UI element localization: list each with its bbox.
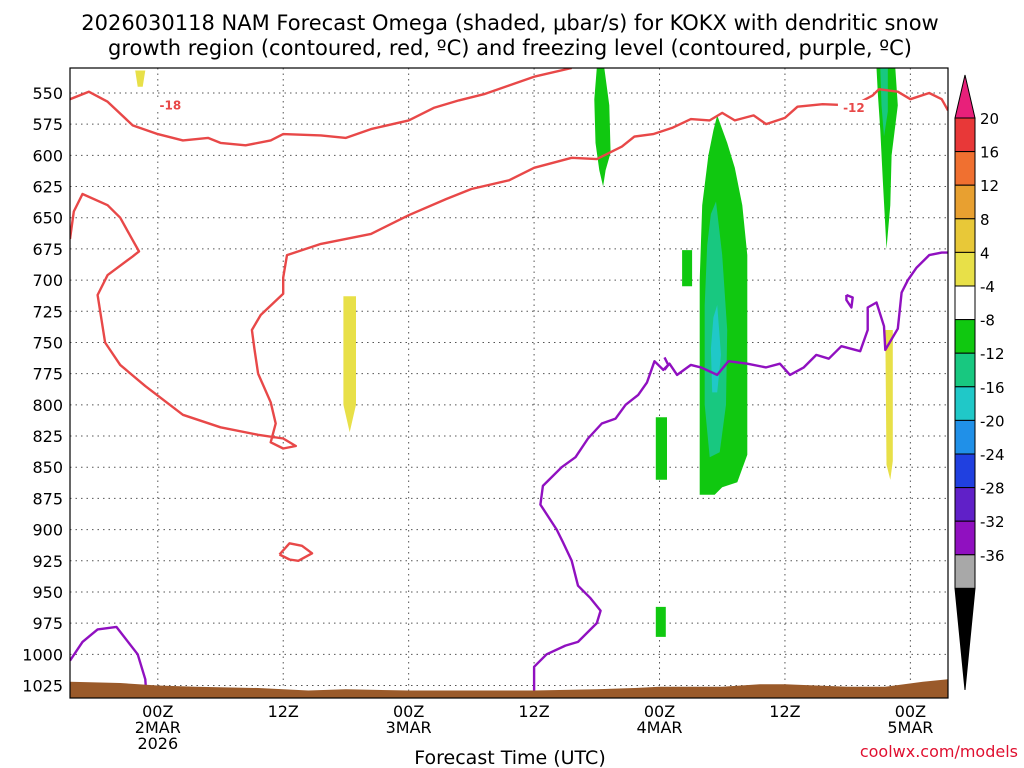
y-tick-label: 700 (32, 271, 63, 290)
y-tick-label: 850 (32, 458, 63, 477)
colorbar-tick-label: -4 (980, 278, 995, 296)
colorbar-swatch (954, 251, 976, 287)
colorbar-swatch (954, 419, 976, 455)
y-tick-label: 600 (32, 146, 63, 165)
contour-lines: -18 -12 (70, 68, 948, 698)
x-tick-label: 00Z (142, 702, 173, 721)
colorbar: 20 16 12 8 4 -4 -8 -12 -16 -20 -24 -28 -32 -36 (954, 74, 1005, 691)
colorbar-swatch (954, 487, 976, 522)
y-tick-label: 675 (32, 240, 63, 259)
shade-yellow-mid (343, 296, 356, 433)
plot-frame (69, 67, 949, 699)
y-tick-label: 550 (32, 84, 63, 103)
ground-layer (70, 679, 948, 698)
contour-dgz-12-upper (70, 87, 948, 450)
grid-lines (70, 68, 948, 698)
chart-title-line2: growth region (contoured, red, ºC) and f… (108, 36, 912, 60)
ground-fill (70, 679, 948, 698)
y-tick-label: 775 (32, 365, 63, 384)
contour-label-bg (837, 99, 870, 114)
y-tick-label: 975 (32, 614, 63, 633)
colorbar-tick-label: -20 (980, 412, 1005, 430)
x-tick-label: 12Z (268, 702, 299, 721)
colorbar-swatch (954, 117, 976, 153)
shade-cyan-main (710, 305, 721, 393)
y-tick-label: 800 (32, 396, 63, 415)
x-tick-label: 12Z (518, 702, 549, 721)
colorbar-tick-label: -24 (980, 446, 1005, 464)
x-tick-label: 3MAR (386, 718, 432, 737)
shade-teal-top-right (880, 68, 888, 137)
colorbar-swatch (954, 554, 976, 589)
y-axis-ticks: 550 575 600 625 650 675 700 725 750 775 800 825 850 8… (22, 84, 63, 696)
credit-text: coolwx.com/models (860, 742, 1018, 761)
x-tick-label: 12Z (769, 702, 800, 721)
shade-green-small-3 (655, 606, 666, 637)
colorbar-tick-label: -8 (980, 312, 995, 330)
y-tick-label: 825 (32, 427, 63, 446)
colorbar-tick-label: -16 (980, 379, 1005, 397)
y-tick-label: 625 (32, 178, 63, 197)
colorbar-tick-label: 20 (980, 110, 999, 128)
plot-background (70, 68, 948, 698)
colorbar-tick-label: 12 (980, 177, 999, 195)
x-tick-label: 2MAR (135, 718, 181, 737)
colorbar-tick-label: -32 (980, 513, 1005, 531)
shade-yellow-top-small (135, 70, 146, 87)
y-tick-label: 1025 (22, 677, 63, 696)
colorbar-swatch (954, 285, 976, 321)
shade-green-top-mid (594, 68, 611, 187)
y-tick-label: 650 (32, 209, 63, 228)
omega-shading (135, 68, 898, 637)
colorbar-swatch (954, 184, 976, 220)
x-tick-label: 00Z (895, 702, 926, 721)
shade-green-top-right (876, 68, 898, 249)
colorbar-tick-label: -36 (980, 547, 1005, 565)
y-tick-label: 900 (32, 521, 63, 540)
shade-green-small-2 (655, 417, 667, 480)
colorbar-swatch (954, 151, 976, 186)
contour-label: -12 (843, 101, 865, 115)
shade-yellow-right (885, 330, 893, 480)
x-axis-label: Forecast Time (UTC) (414, 747, 605, 768)
contour-freezing-small-notch (663, 356, 670, 371)
y-tick-label: 725 (32, 302, 63, 321)
colorbar-swatch (954, 520, 976, 556)
plot-area: -18 -12 (69, 67, 949, 699)
colorbar-bottom-arrow (954, 587, 976, 691)
contour-dgz-small-loop (278, 542, 314, 562)
colorbar-tick-label: 16 (980, 144, 999, 162)
colorbar-tick-label: -12 (980, 345, 1005, 363)
colorbar-top-arrow (954, 74, 976, 119)
contour-freezing-level (532, 251, 948, 692)
contour-label-bg (154, 97, 187, 112)
shade-green-small-1 (682, 250, 693, 287)
x-tick-label: 5MAR (887, 718, 933, 737)
colorbar-swatch (954, 218, 976, 253)
x-tick-label: 00Z (644, 702, 675, 721)
x-tick-label: 00Z (393, 702, 424, 721)
contour-dgz-18-upper (70, 68, 572, 147)
colorbar-swatch (954, 453, 976, 489)
colorbar-swatch (954, 319, 976, 354)
x-tick-label: 2026 (137, 734, 178, 753)
colorbar-tick-label: 4 (980, 244, 990, 262)
contour-label: -18 (159, 98, 181, 112)
y-tick-label: 875 (32, 489, 63, 508)
y-tick-label: 575 (32, 115, 63, 134)
y-tick-label: 950 (32, 583, 63, 602)
y-tick-label: 1000 (22, 645, 63, 664)
contour-freezing-small-loop (845, 293, 854, 309)
colorbar-tick-label: 8 (980, 211, 990, 229)
colorbar-swatch (954, 386, 976, 421)
chart-title-line1: 2026030118 NAM Forecast Omega (shaded, μ… (81, 11, 938, 35)
y-tick-label: 750 (32, 333, 63, 352)
y-tick-label: 925 (32, 552, 63, 571)
colorbar-swatch (954, 352, 976, 388)
colorbar-tick-label: -28 (980, 480, 1005, 498)
x-tick-label: 4MAR (636, 718, 682, 737)
contour-freezing-level-left (70, 625, 148, 698)
